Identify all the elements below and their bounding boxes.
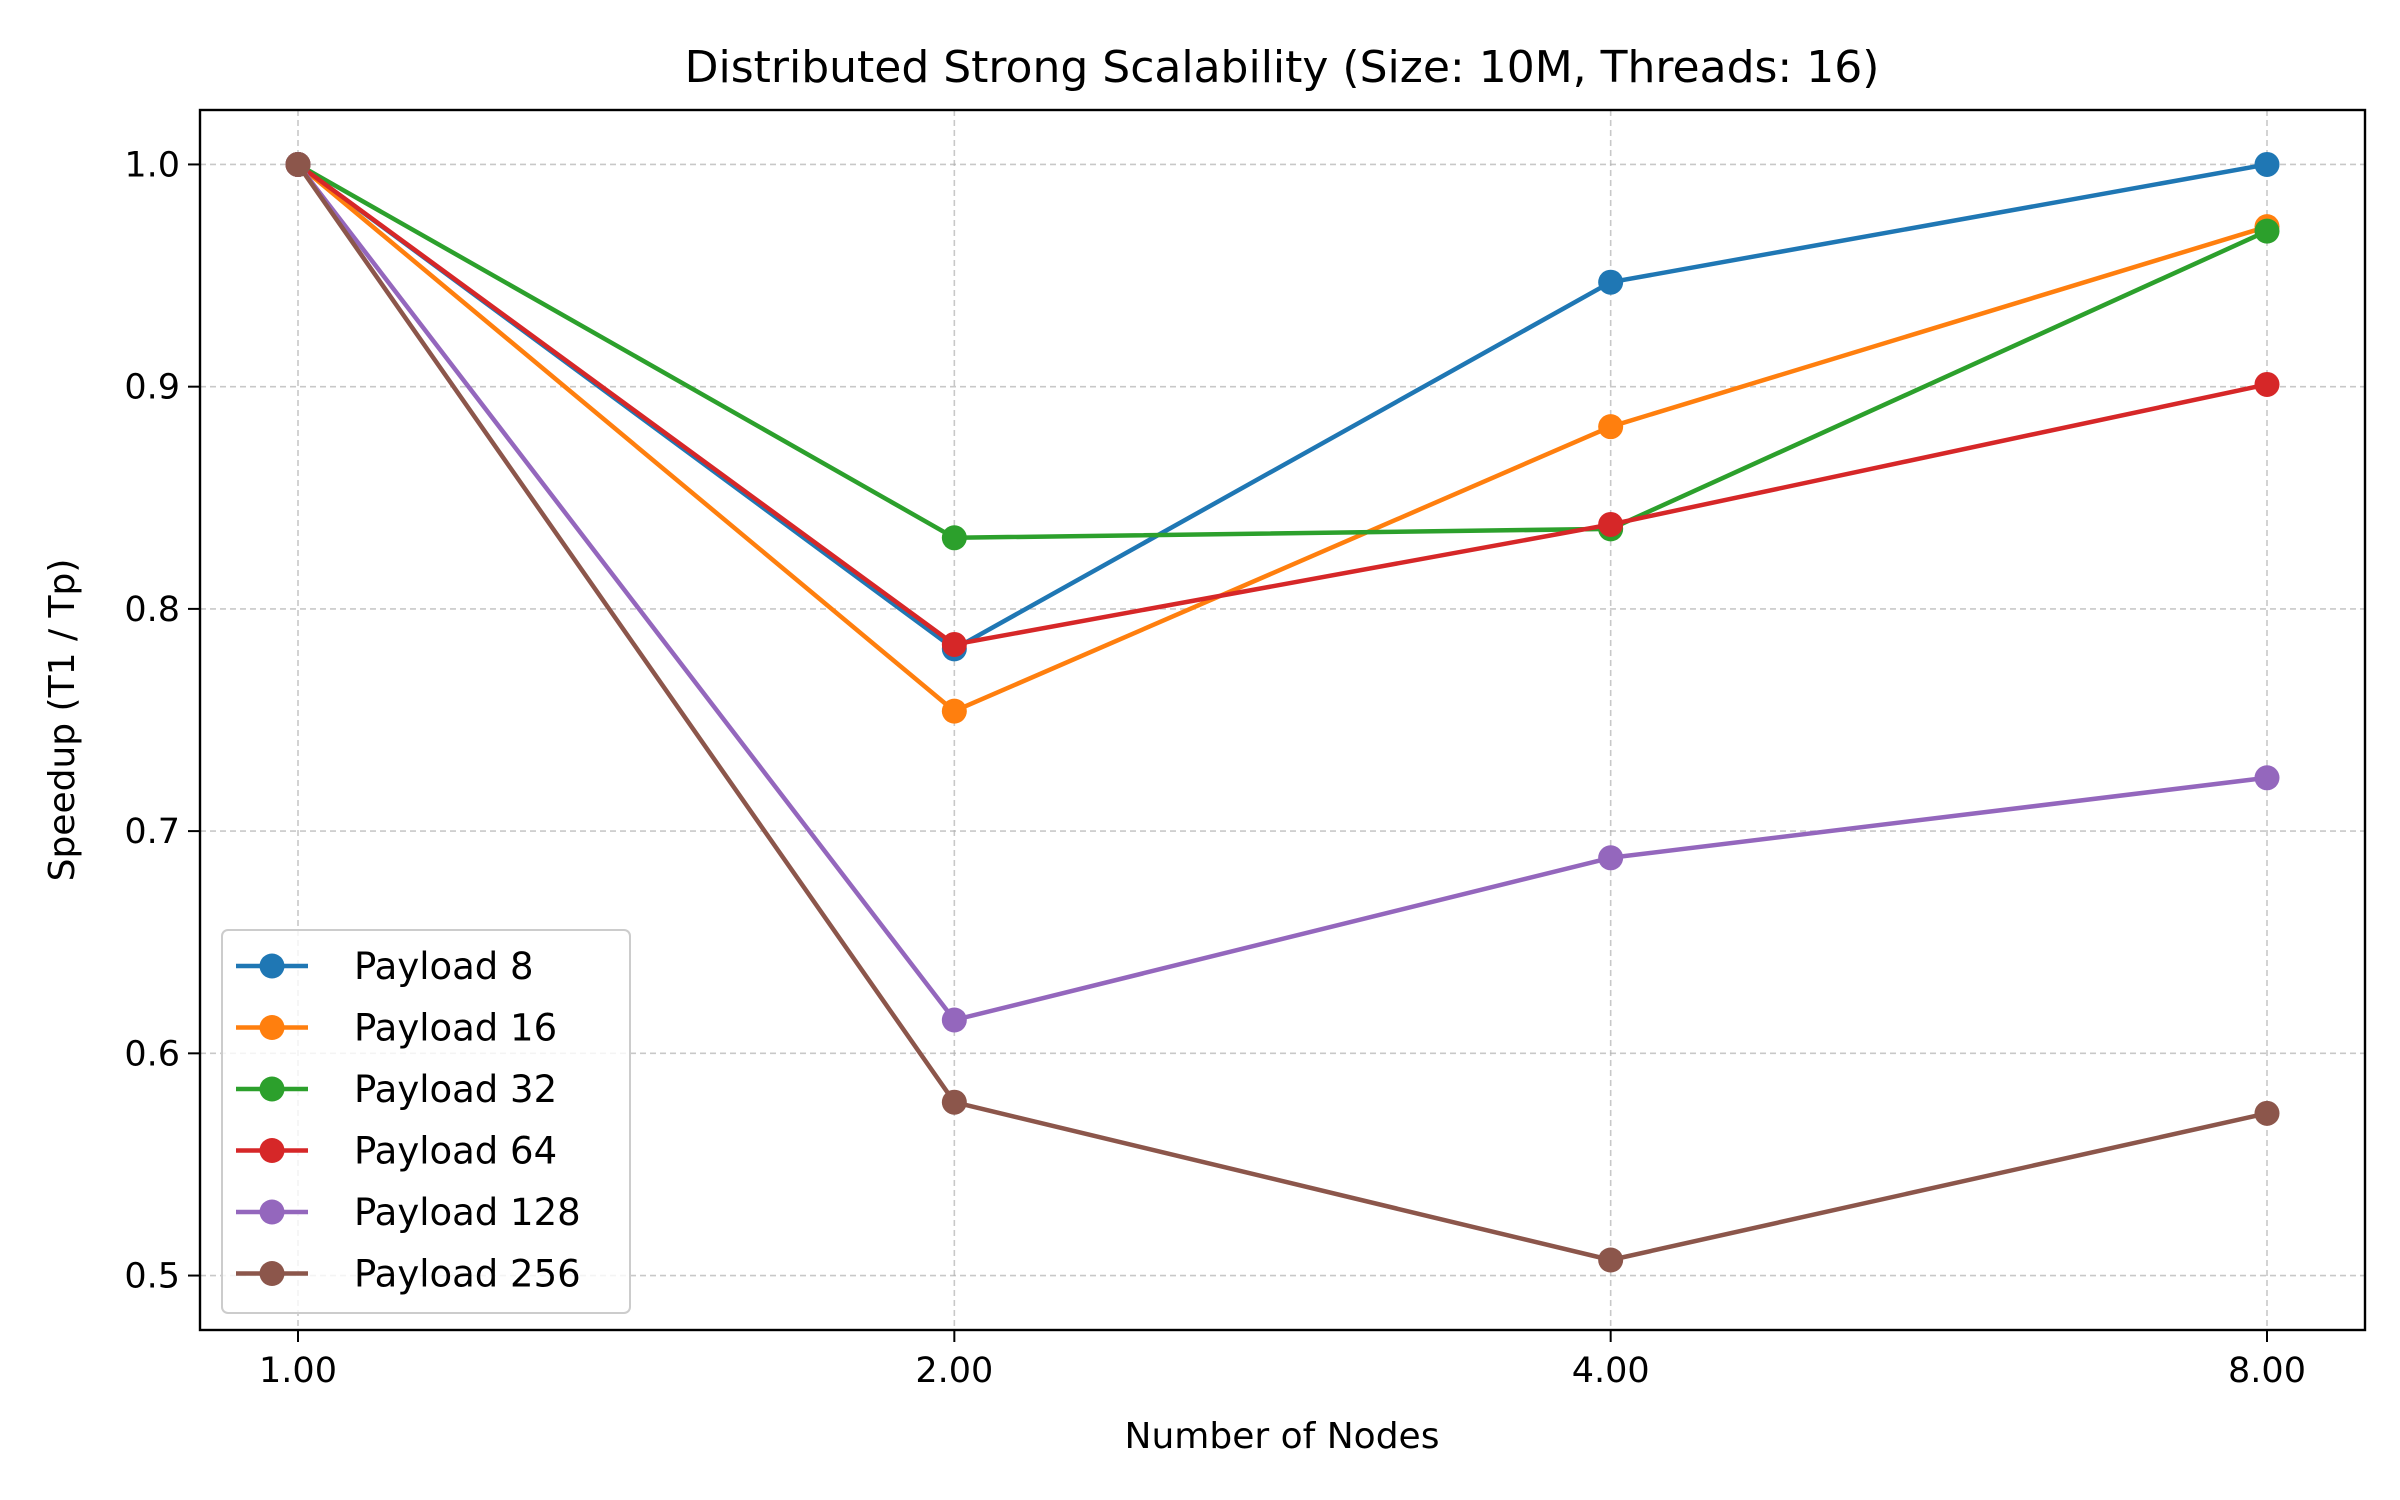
legend-label: Payload 256: [354, 1253, 581, 1296]
legend-marker: [259, 1138, 285, 1163]
data-point: [1598, 1247, 1624, 1273]
data-point: [941, 631, 967, 657]
legend-label: Payload 128: [354, 1191, 581, 1234]
ticks: 1.00 2.00 4.00 8.00 0.5 0.6 0.7 0.8 0.9 1.0: [124, 145, 2306, 1391]
data-point: [2254, 1100, 2280, 1126]
y-tick-label: 0.5: [124, 1257, 180, 1297]
legend-item: Payload 64: [236, 1130, 557, 1173]
series-line: [295, 162, 2270, 1023]
data-point: [1598, 845, 1624, 871]
chart-title: Distributed Strong Scalability (Size: 10…: [685, 42, 1880, 93]
y-tick-label: 0.9: [124, 368, 180, 408]
y-axis-label: Speedup (T1 / Tp): [42, 559, 83, 882]
legend-label: Payload 32: [354, 1068, 557, 1111]
x-tick-label: 2.00: [915, 1351, 993, 1391]
legend-marker: [259, 1261, 285, 1286]
legend-item: Payload 32: [236, 1068, 557, 1111]
plot-frame: [198, 108, 2367, 1332]
data-point: [941, 1007, 967, 1033]
y-tick-label: 0.7: [124, 812, 180, 852]
data-point: [2254, 218, 2280, 244]
y-tick-label: 0.6: [124, 1034, 180, 1074]
legend-label: Payload 16: [354, 1007, 557, 1050]
legend-label: Payload 8: [354, 945, 534, 988]
y-tick-label: 0.8: [124, 590, 180, 630]
data-point: [285, 151, 311, 177]
legend-label: Payload 64: [354, 1130, 557, 1173]
legend-item: Payload 8: [236, 945, 534, 988]
legend-marker: [259, 1015, 285, 1040]
series-5: [285, 151, 2280, 1273]
legend-item: Payload 16: [236, 1007, 557, 1050]
x-axis-label: Number of Nodes: [1125, 1416, 1440, 1457]
series-layer: [285, 151, 2280, 1273]
x-tick-label: 4.00: [1572, 1351, 1650, 1391]
legend-marker: [259, 953, 285, 979]
x-tick-label: 8.00: [2228, 1351, 2306, 1391]
grid: [200, 110, 2365, 1330]
data-point: [941, 698, 967, 724]
data-point: [2254, 371, 2280, 397]
y-tick-label: 1.0: [124, 145, 180, 185]
data-point: [2254, 151, 2280, 177]
legend-marker: [259, 1076, 285, 1102]
series-line: [295, 162, 2270, 647]
legend-box: [221, 929, 631, 1314]
data-point: [2254, 765, 2280, 791]
legend-marker: [259, 1199, 285, 1225]
data-point: [941, 525, 967, 551]
legend: Payload 8 Payload 16 Payload 32 Payload 64 P…: [221, 929, 631, 1314]
series-line: [295, 162, 2270, 714]
data-point: [1598, 511, 1624, 537]
x-tick-label: 1.00: [259, 1351, 337, 1391]
data-point: [1598, 414, 1624, 440]
legend-item: Payload 128: [236, 1191, 581, 1234]
series-line: [295, 162, 2270, 1263]
legend-item: Payload 256: [236, 1253, 581, 1296]
data-point: [941, 1089, 967, 1115]
series-line: [295, 162, 2270, 541]
data-point: [1598, 269, 1624, 295]
